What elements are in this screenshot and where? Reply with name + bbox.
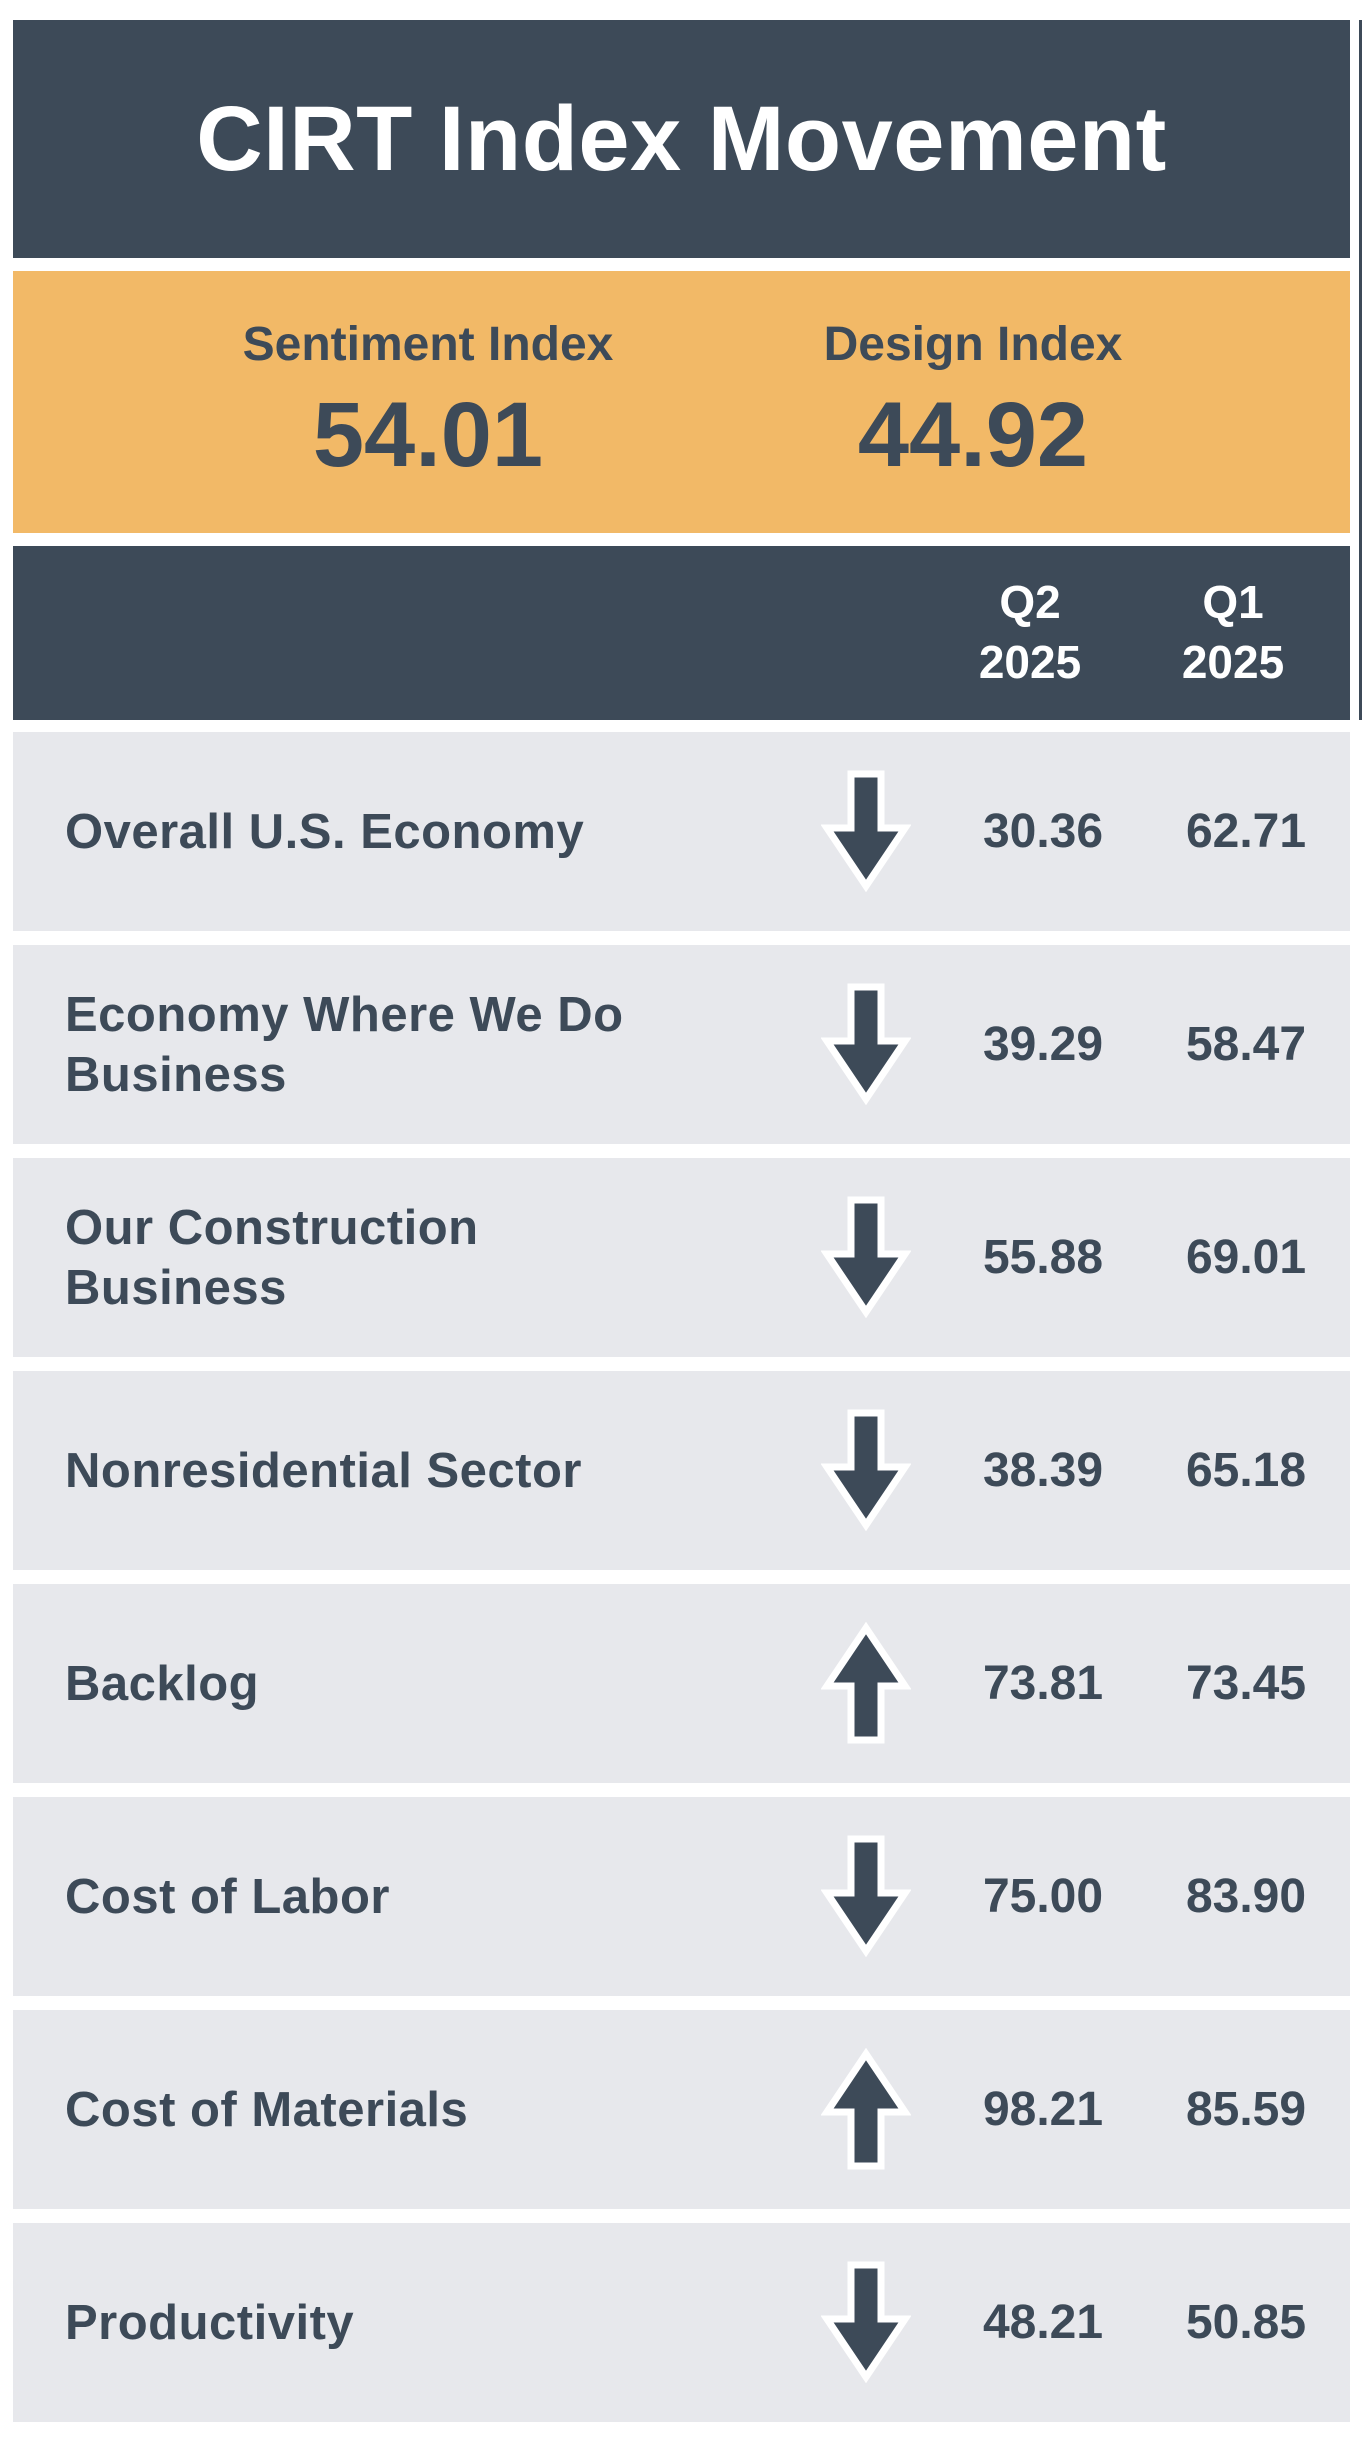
q1-value-cell: 50.85 [1185, 2296, 1307, 2349]
row-label-text: Cost of Labor [65, 1869, 390, 1924]
row-label: Overall U.S. Economy [65, 732, 765, 931]
q1-value-cell: 73.45 [1185, 1657, 1307, 1710]
sentiment-index-label: Sentiment Index [242, 318, 614, 371]
arrow-down-icon [821, 2261, 911, 2383]
row-label-text: Productivity [65, 2295, 355, 2350]
design-index-label: Design Index [823, 318, 1123, 371]
arrow-down-icon [821, 1835, 911, 1957]
table-row: Nonresidential Sector 38.39 65.18 [13, 1371, 1350, 1570]
q2-value-cell: 55.88 [982, 1231, 1104, 1284]
column-header-q1: Q1 2025 [1133, 572, 1333, 692]
table-row: Productivity 48.21 50.85 [13, 2223, 1350, 2422]
table-row: Our Construction Business 55.88 69.01 [13, 1158, 1350, 1357]
page-title: CIRT Index Movement [196, 87, 1167, 190]
row-label: Productivity [65, 2223, 765, 2422]
arrow-down-icon [821, 1409, 911, 1531]
q2-value-cell: 38.39 [982, 1444, 1104, 1497]
q2-value-cell: 48.21 [982, 2296, 1104, 2349]
arrow-down-icon [821, 770, 911, 892]
table-row: Cost of Labor 75.00 83.90 [13, 1797, 1350, 1996]
row-label: Our Construction Business [65, 1158, 765, 1357]
q2-value-cell: 30.36 [982, 805, 1104, 858]
column-header-q2-year: 2025 [978, 636, 1082, 688]
row-label-text: Backlog [65, 1656, 260, 1711]
row-label: Nonresidential Sector [65, 1371, 765, 1570]
right-edge-line [1359, 20, 1362, 720]
q2-value-cell: 73.81 [982, 1657, 1104, 1710]
q1-value-cell: 62.71 [1185, 805, 1307, 858]
row-label: Economy Where We Do Business [65, 945, 765, 1144]
q2-value-cell: 98.21 [982, 2083, 1104, 2136]
q1-value-cell: 58.47 [1185, 1018, 1307, 1071]
q2-value-cell: 39.29 [982, 1018, 1104, 1071]
column-header-q2-quarter: Q2 [999, 576, 1061, 628]
arrow-down-icon [821, 983, 911, 1105]
design-index-value: 44.92 [857, 384, 1089, 486]
row-label-text: Overall U.S. Economy [65, 804, 585, 859]
title-banner: CIRT Index Movement [13, 20, 1350, 258]
design-index-block: Design Index 44.92 [733, 271, 1213, 533]
arrow-up-icon [821, 1622, 911, 1744]
arrow-up-icon [821, 2048, 911, 2170]
row-label-text: Nonresidential Sector [65, 1443, 582, 1498]
table-row: Backlog 73.81 73.45 [13, 1584, 1350, 1783]
q1-value-cell: 69.01 [1185, 1231, 1307, 1284]
row-label: Backlog [65, 1584, 765, 1783]
row-label-text: Economy Where We Do Business [65, 987, 624, 1102]
arrow-down-icon [821, 1196, 911, 1318]
row-label: Cost of Materials [65, 2010, 765, 2209]
sentiment-index-value: 54.01 [312, 384, 544, 486]
sentiment-index-block: Sentiment Index 54.01 [188, 271, 668, 533]
column-header-q1-year: 2025 [1181, 636, 1285, 688]
row-label-text: Cost of Materials [65, 2082, 469, 2137]
table-row: Cost of Materials 98.21 85.59 [13, 2010, 1350, 2209]
q1-value-cell: 85.59 [1185, 2083, 1307, 2136]
row-label-text: Our Construction Business [65, 1200, 479, 1315]
table-row: Economy Where We Do Business 39.29 58.47 [13, 945, 1350, 1144]
q2-value-cell: 75.00 [982, 1870, 1104, 1923]
q1-value-cell: 83.90 [1185, 1870, 1307, 1923]
index-summary-bar: Sentiment Index 54.01 Design Index 44.92 [13, 271, 1350, 533]
row-label: Cost of Labor [65, 1797, 765, 1996]
q1-value-cell: 65.18 [1185, 1444, 1307, 1497]
column-header-q1-quarter: Q1 [1202, 576, 1264, 628]
table-row: Overall U.S. Economy 30.36 62.71 [13, 732, 1350, 931]
table-header: Q2 2025 Q1 2025 [13, 546, 1350, 720]
column-header-q2: Q2 2025 [930, 572, 1130, 692]
